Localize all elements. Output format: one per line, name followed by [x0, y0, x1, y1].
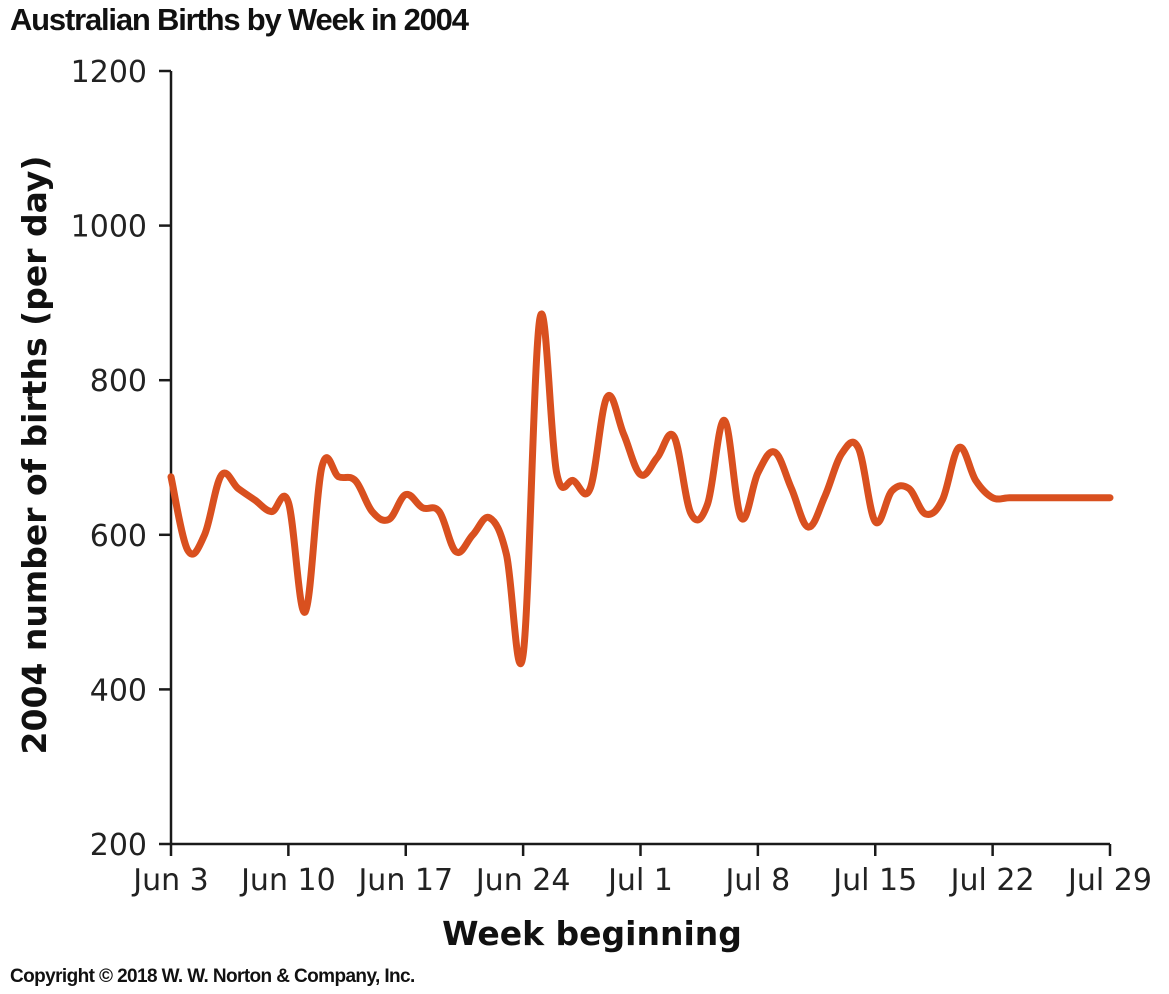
x-tick-label: Jul 1	[606, 863, 673, 898]
y-tick-label: 1200	[71, 55, 147, 90]
data-point	[587, 485, 594, 492]
x-tick-label: Jul 22	[949, 863, 1035, 898]
data-point	[771, 449, 778, 456]
data-point	[318, 463, 325, 470]
data-point	[939, 497, 946, 504]
data-point	[620, 431, 627, 438]
data-point	[805, 524, 812, 531]
data-point	[989, 494, 996, 501]
series-line	[167, 310, 1114, 668]
data-point	[520, 651, 527, 658]
x-axis-title: Week beginning	[442, 914, 742, 953]
y-tick-label: 400	[90, 673, 147, 708]
data-point	[436, 508, 443, 515]
data-point	[905, 485, 912, 492]
data-point	[235, 485, 242, 492]
data-point	[1056, 494, 1063, 501]
data-point	[503, 551, 510, 558]
data-point	[922, 510, 929, 517]
data-point	[1073, 494, 1080, 501]
data-point	[671, 433, 678, 440]
data-point	[453, 548, 460, 555]
copyright-notice: Copyright © 2018 W. W. Norton & Company,…	[10, 966, 415, 987]
y-tick-label: 200	[90, 828, 147, 863]
data-point	[1023, 494, 1030, 501]
data-point	[168, 473, 175, 480]
data-point	[469, 531, 476, 538]
y-tick-label: 800	[90, 364, 147, 399]
data-point	[184, 547, 191, 554]
data-point	[1039, 494, 1046, 501]
data-point	[687, 510, 694, 517]
data-point	[821, 493, 828, 500]
y-tick-label: 1000	[71, 210, 147, 245]
series-layer	[167, 310, 1114, 668]
data-point	[889, 487, 896, 494]
x-tick-label: Jun 10	[239, 863, 336, 898]
x-tick-label: Jun 17	[356, 863, 453, 898]
x-tick-label: Jul 29	[1066, 863, 1152, 898]
data-point	[855, 445, 862, 452]
chart-title: Australian Births by Week in 2004	[10, 2, 469, 37]
data-point	[738, 514, 745, 521]
data-point	[838, 450, 845, 457]
x-tick-label: Jun 24	[474, 863, 571, 898]
data-point	[369, 508, 376, 515]
y-tick-label: 600	[90, 519, 147, 554]
data-point	[654, 454, 661, 461]
data-point	[218, 472, 225, 479]
x-tick-label: Jul 15	[831, 863, 917, 898]
data-point	[402, 491, 409, 498]
data-point	[603, 394, 610, 401]
data-point	[251, 497, 258, 504]
data-point	[956, 444, 963, 451]
data-point	[553, 469, 560, 476]
data-point	[704, 500, 711, 507]
data-point	[268, 508, 275, 515]
data-point	[285, 499, 292, 506]
data-point	[721, 417, 728, 424]
data-point	[788, 485, 795, 492]
data-point	[352, 477, 359, 484]
data-point	[302, 609, 309, 616]
data-point	[637, 471, 644, 478]
x-tick-label: Jul 8	[723, 863, 790, 898]
data-point	[570, 477, 577, 484]
axes: 200 400 600 800 1000 1200 Jun 3 Jun 10 Jun 17 Jun…	[71, 55, 1152, 898]
data-point	[536, 315, 543, 322]
data-point	[419, 504, 426, 511]
data-point	[201, 531, 208, 538]
data-point	[385, 516, 392, 523]
data-point	[335, 473, 342, 480]
data-point	[872, 518, 879, 525]
data-point	[754, 469, 761, 476]
data-point	[1107, 494, 1114, 501]
data-point	[1006, 494, 1013, 501]
data-point	[486, 514, 493, 521]
y-axis-title: 2004 number of births (per day)	[15, 156, 54, 755]
data-point	[972, 477, 979, 484]
data-point	[1090, 494, 1097, 501]
x-tick-label: Jun 3	[131, 863, 209, 898]
